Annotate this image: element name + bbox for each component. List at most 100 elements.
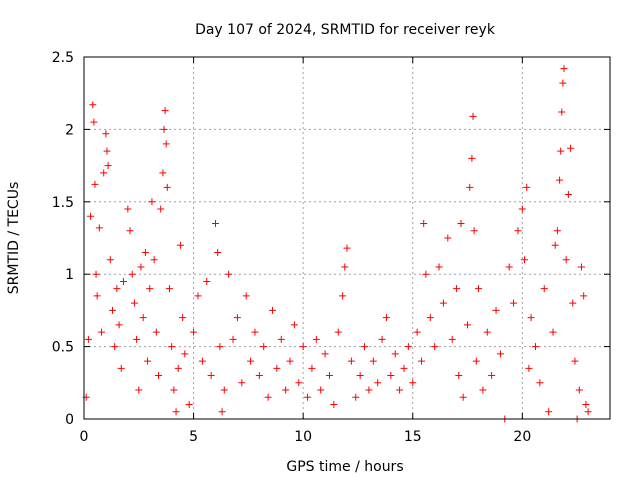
data-point [218, 408, 226, 416]
data-point [90, 118, 98, 126]
data-point [510, 299, 518, 307]
data-point [584, 408, 592, 416]
data-point [483, 328, 491, 336]
data-point [255, 372, 263, 380]
data-point [174, 364, 182, 372]
data-point [229, 335, 237, 343]
data-point [216, 343, 224, 351]
data-point [431, 343, 439, 351]
data-point [152, 328, 160, 336]
data-point [378, 335, 386, 343]
data-point [220, 386, 228, 394]
chart-title: Day 107 of 2024, SRMTID for receiver rey… [195, 22, 496, 38]
y-tick-label: 2 [65, 122, 74, 138]
data-point [475, 285, 482, 293]
data-point [176, 241, 184, 249]
data-point [304, 393, 312, 401]
data-point [148, 198, 156, 206]
data-point [163, 183, 171, 191]
plot-frame [83, 56, 611, 420]
data-point [464, 321, 472, 329]
y-tick-label: 2.5 [52, 50, 74, 66]
x-tick-label: 10 [294, 429, 312, 445]
data-point [238, 379, 246, 387]
data-point [396, 386, 404, 394]
data-point [321, 350, 329, 358]
data-point [168, 343, 176, 351]
grid-lines [84, 57, 610, 419]
data-point [268, 306, 276, 314]
x-tick-label: 5 [189, 429, 198, 445]
data-point [135, 386, 143, 394]
data-point [93, 292, 101, 300]
data-point [525, 364, 533, 372]
data-point [179, 314, 187, 322]
data-point [556, 176, 564, 184]
data-point [277, 335, 285, 343]
data-point [295, 379, 303, 387]
data-point [89, 101, 97, 109]
data-point [439, 299, 447, 307]
data-point [113, 285, 121, 293]
data-point [92, 270, 100, 278]
data-point [575, 386, 583, 394]
x-tick-label: 20 [513, 429, 531, 445]
data-point [128, 270, 136, 278]
data-point [470, 227, 478, 235]
axis-ticks: 0 5 10 15 20 0 0.5 1 1.5 2 2.5 [52, 50, 610, 445]
data-point [468, 154, 476, 162]
data-point [418, 357, 426, 365]
data-point [102, 130, 110, 138]
data-point [282, 386, 290, 394]
data-point [162, 140, 170, 148]
data-point [448, 335, 456, 343]
data-point [492, 306, 500, 314]
data-point [578, 263, 586, 271]
data-point [558, 108, 566, 116]
data-point [139, 314, 147, 322]
data-point [242, 292, 250, 300]
data-point [549, 328, 557, 336]
data-point [330, 401, 338, 409]
data-point [124, 205, 132, 213]
data-point [540, 285, 548, 293]
data-point [382, 314, 390, 322]
data-point [137, 263, 145, 271]
data-point [103, 147, 111, 155]
data-point [365, 386, 373, 394]
data-point [170, 386, 178, 394]
data-point [374, 379, 382, 387]
data-point [312, 335, 320, 343]
data-point [571, 357, 579, 365]
data-point [557, 147, 565, 155]
data-point [130, 299, 138, 307]
data-point [521, 256, 529, 264]
data-point [247, 357, 255, 365]
data-point [369, 357, 377, 365]
data-point [198, 357, 206, 365]
data-point [172, 408, 180, 416]
data-point [455, 372, 463, 380]
y-tick-label: 0.5 [52, 340, 74, 356]
data-point [339, 292, 347, 300]
data-point [387, 372, 395, 380]
data-point [531, 343, 539, 351]
data-point [400, 364, 408, 372]
data-point [185, 401, 193, 409]
data-point [457, 220, 465, 228]
data-point [347, 357, 355, 365]
data-point [559, 79, 567, 87]
data-point [361, 343, 369, 351]
data-point [87, 212, 95, 220]
data-point [95, 224, 103, 232]
y-axis-label: SRMTID / TECUs [6, 182, 22, 295]
data-point [98, 328, 106, 336]
data-point [100, 169, 108, 177]
data-point [141, 248, 149, 256]
data-point [260, 343, 268, 351]
data-point [453, 285, 461, 293]
data-point [356, 372, 364, 380]
x-tick-label: 15 [404, 429, 422, 445]
data-point [564, 191, 572, 199]
